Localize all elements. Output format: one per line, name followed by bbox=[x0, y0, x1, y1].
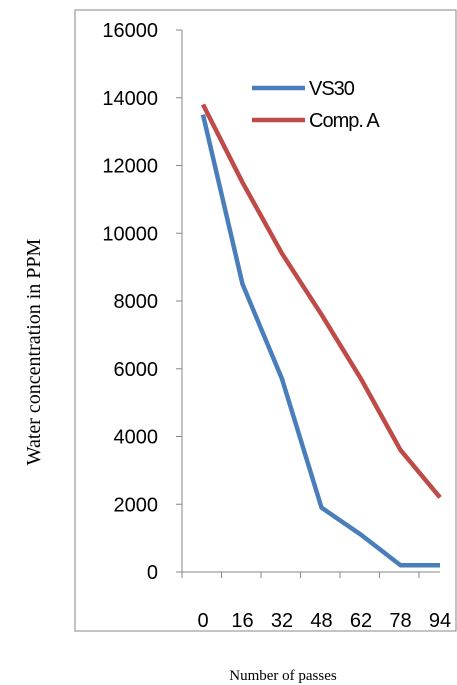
x-tick-label: 94 bbox=[429, 610, 451, 632]
y-tick-label: 10000 bbox=[102, 223, 158, 245]
x-tick-label: 78 bbox=[389, 610, 411, 632]
x-tick-label: 48 bbox=[310, 610, 332, 632]
y-tick-label: 14000 bbox=[102, 88, 158, 110]
y-tick-label: 8000 bbox=[114, 291, 159, 313]
y-tick-labels: 0 2000 4000 6000 8000 10000 12000 14000 16000 bbox=[102, 20, 158, 584]
legend-label: Comp. A bbox=[309, 110, 380, 132]
legend-label: VS30 bbox=[309, 78, 355, 100]
y-tick-label: 2000 bbox=[114, 494, 159, 516]
legend: VS30 Comp. A bbox=[252, 78, 381, 132]
x-tick-label: 0 bbox=[197, 610, 208, 632]
y-tick-label: 12000 bbox=[102, 156, 158, 178]
x-tick-labels: 0 16 32 48 62 78 94 bbox=[197, 610, 451, 632]
x-axis-title: Number of passes bbox=[229, 668, 337, 684]
y-tick-label: 16000 bbox=[102, 20, 158, 42]
series-lines bbox=[200, 103, 442, 568]
x-tick-label: 32 bbox=[271, 610, 293, 632]
y-tick-label: 0 bbox=[147, 562, 158, 584]
y-tick-label: 6000 bbox=[114, 359, 159, 381]
x-tick-label: 16 bbox=[231, 610, 253, 632]
axes bbox=[176, 29, 440, 578]
series-line-2 bbox=[200, 103, 442, 499]
y-axis-title: Water concentration in PPM bbox=[23, 238, 45, 465]
x-tick-label: 62 bbox=[350, 610, 372, 632]
y-tick-label: 4000 bbox=[114, 427, 159, 449]
plot-frame bbox=[74, 9, 457, 632]
series-line-1 bbox=[200, 114, 440, 568]
